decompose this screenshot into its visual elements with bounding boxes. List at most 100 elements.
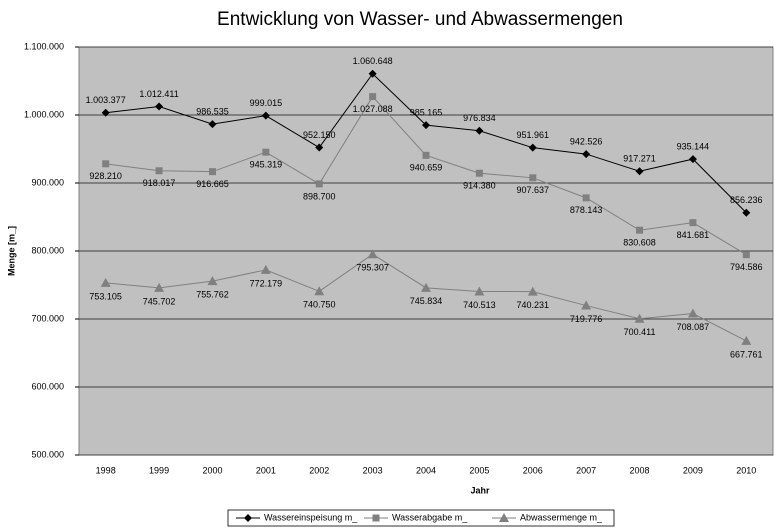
- marker: [154, 282, 165, 292]
- data-label: 999.015: [250, 98, 283, 108]
- marker: [315, 143, 324, 152]
- y-tick-label: 1.000.000: [24, 109, 64, 119]
- chart-title: Entwicklung von Wasser- und Abwassermeng…: [217, 9, 623, 30]
- marker: [636, 226, 644, 234]
- data-label: 907.637: [516, 185, 549, 195]
- x-tick-label: 2007: [576, 465, 596, 475]
- marker: [474, 286, 485, 296]
- data-label: 1.003.377: [86, 95, 126, 105]
- x-tick-label: 2000: [202, 465, 222, 475]
- marker: [372, 514, 380, 522]
- marker: [422, 121, 430, 130]
- y-tick-label: 900.000: [31, 177, 64, 187]
- legend-label: Abwassermenge m_: [520, 512, 603, 522]
- data-label: 898.700: [303, 191, 336, 201]
- marker: [261, 111, 270, 120]
- data-label: 1.027.088: [353, 104, 393, 114]
- legend-label: Wasserabgabe m_: [392, 512, 468, 522]
- marker: [582, 194, 590, 202]
- marker: [689, 219, 697, 227]
- marker: [421, 282, 431, 292]
- data-label: 740.750: [303, 300, 336, 310]
- data-label: 1.060.648: [353, 56, 393, 66]
- marker: [314, 286, 325, 296]
- marker: [475, 169, 483, 177]
- marker: [260, 264, 271, 274]
- marker: [741, 335, 752, 345]
- data-label: 700.411: [624, 327, 656, 337]
- marker: [368, 69, 377, 78]
- data-label: 795.307: [356, 263, 389, 273]
- marker: [475, 126, 484, 135]
- marker: [100, 277, 111, 287]
- marker: [499, 513, 509, 522]
- data-label: 940.659: [410, 163, 443, 173]
- marker: [208, 168, 216, 176]
- marker: [244, 514, 252, 522]
- data-label: 914.380: [463, 181, 496, 191]
- marker: [369, 93, 377, 101]
- data-label: 745.834: [410, 296, 443, 306]
- data-label: 841.681: [677, 230, 710, 240]
- data-label: 755.762: [196, 289, 229, 299]
- marker: [687, 308, 698, 318]
- y-tick-label: 700.000: [31, 313, 64, 323]
- marker: [102, 160, 110, 168]
- x-tick-label: 2004: [416, 465, 436, 475]
- data-label: 1.012.411: [139, 89, 178, 99]
- marker: [635, 167, 644, 176]
- marker: [262, 148, 270, 156]
- data-label: 916.665: [196, 179, 229, 189]
- data-label: 794.586: [730, 262, 763, 272]
- x-tick-label: 2009: [683, 465, 703, 475]
- y-tick-label: 1.100.000: [24, 41, 64, 51]
- y-tick-label: 600.000: [31, 381, 64, 391]
- y-axis-title: Menge [m_]: [6, 226, 16, 276]
- data-label: 952.150: [303, 130, 336, 140]
- data-label: 667.761: [730, 349, 763, 359]
- marker: [529, 174, 537, 182]
- marker: [634, 313, 645, 323]
- x-tick-label: 2003: [363, 465, 383, 475]
- x-tick-label: 2005: [469, 465, 489, 475]
- marker: [367, 249, 378, 259]
- data-label: 740.231: [516, 300, 549, 310]
- marker: [582, 150, 591, 159]
- data-label: 719.776: [570, 314, 603, 324]
- data-label: 918.017: [143, 178, 176, 188]
- marker: [528, 143, 537, 152]
- data-label: 772.179: [250, 278, 283, 288]
- marker: [155, 102, 164, 111]
- data-label: 935.144: [677, 141, 710, 151]
- x-tick-label: 2001: [256, 465, 276, 475]
- data-label: 745.702: [143, 296, 176, 306]
- marker: [742, 251, 750, 259]
- marker: [207, 276, 218, 286]
- data-label: 986.535: [196, 107, 229, 117]
- legend-box: [227, 509, 615, 527]
- data-label: 830.608: [623, 238, 656, 248]
- data-label: 917.271: [623, 154, 656, 164]
- data-label: 856.236: [730, 195, 763, 205]
- x-tick-label: 1998: [96, 465, 116, 475]
- data-label: 708.087: [677, 322, 710, 332]
- x-tick-label: 2006: [523, 465, 543, 475]
- marker: [315, 180, 323, 188]
- x-tick-label: 2008: [630, 465, 650, 475]
- marker: [527, 286, 538, 296]
- data-label: 985.165: [410, 107, 443, 117]
- data-label: 928.210: [89, 171, 122, 181]
- marker: [742, 208, 751, 217]
- marker: [208, 120, 217, 129]
- marker: [422, 151, 430, 159]
- x-axis-title: Jahr: [470, 485, 490, 495]
- marker: [688, 155, 697, 164]
- data-label: 976.834: [463, 113, 496, 123]
- legend-label: Wassereinspeisung m_: [264, 512, 358, 522]
- x-tick-label: 2002: [309, 465, 329, 475]
- marker: [581, 300, 592, 310]
- x-tick-label: 1999: [149, 465, 169, 475]
- data-label: 945.319: [250, 160, 283, 170]
- data-label: 942.526: [570, 136, 603, 146]
